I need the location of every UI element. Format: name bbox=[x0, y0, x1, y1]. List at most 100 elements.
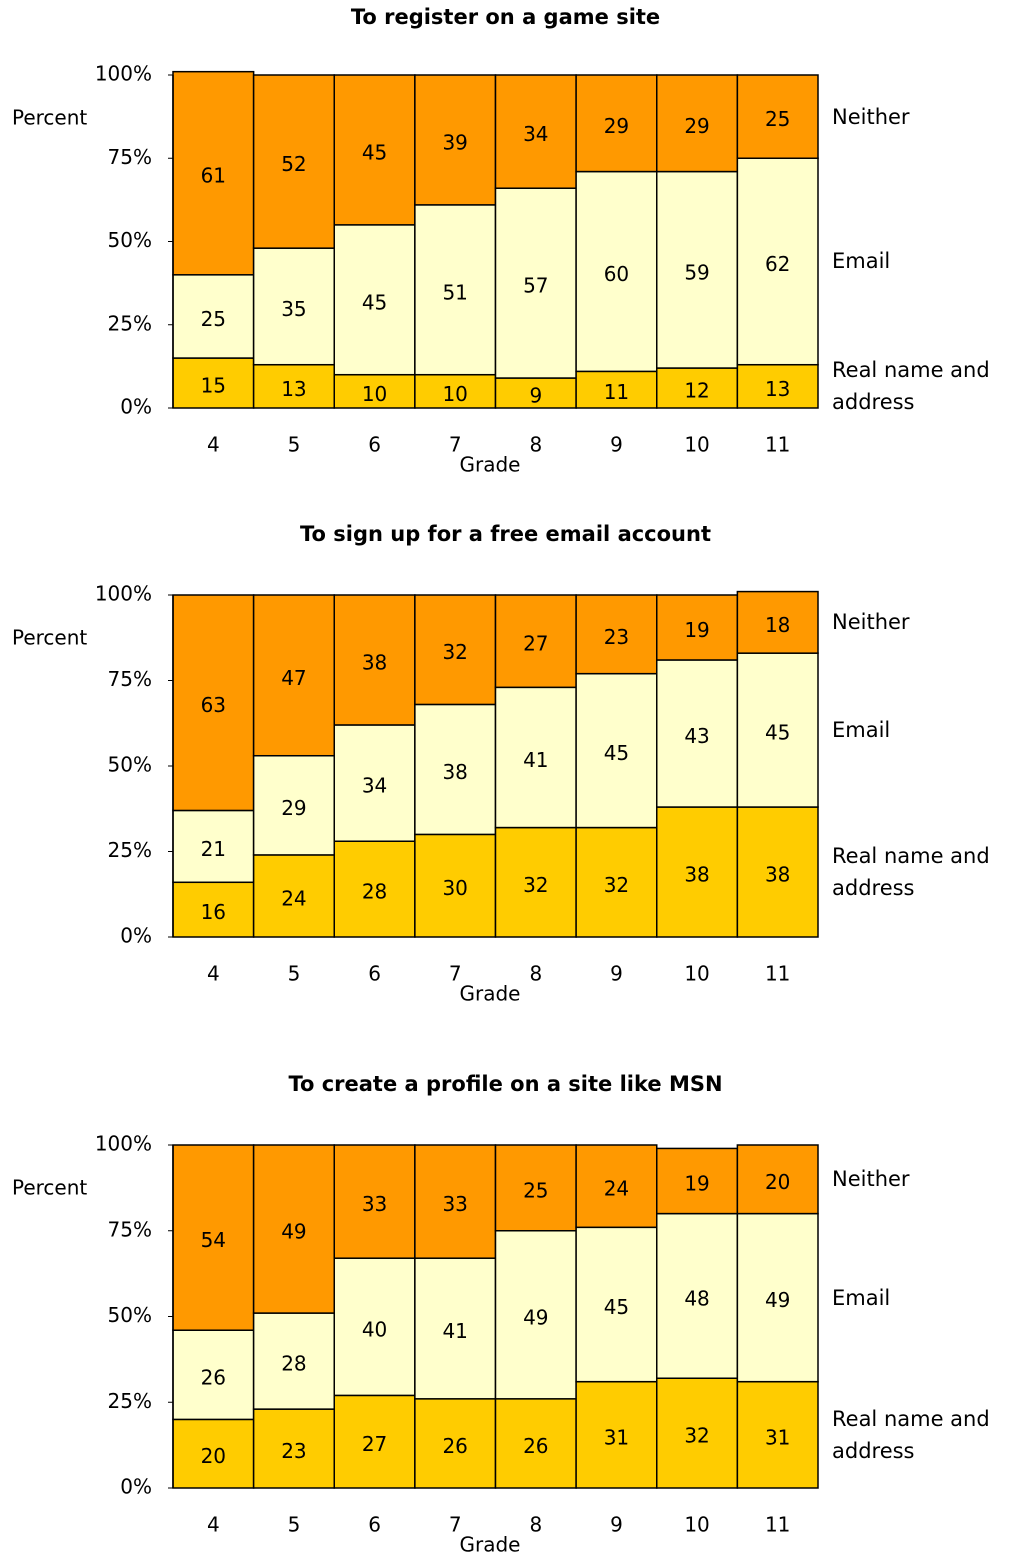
data-label: 45 bbox=[362, 140, 387, 164]
y-tick-label: 100% bbox=[95, 582, 152, 606]
legend-label: Neither bbox=[832, 610, 910, 635]
x-axis-label: Grade bbox=[460, 1533, 521, 1556]
data-label: 47 bbox=[281, 666, 306, 690]
chart-title: To sign up for a free email account bbox=[300, 522, 711, 546]
x-tick-label: 9 bbox=[610, 433, 623, 457]
bar-segment bbox=[414, 204, 497, 376]
bar-segment bbox=[414, 1398, 497, 1489]
data-label: 26 bbox=[523, 1434, 548, 1458]
y-tick-label: 25% bbox=[108, 311, 152, 335]
bar-segment bbox=[252, 1144, 335, 1314]
y-tick-label: 0% bbox=[120, 395, 152, 419]
y-tick-label: 0% bbox=[120, 1475, 152, 1499]
bar-segment bbox=[575, 370, 658, 409]
data-label: 13 bbox=[765, 377, 790, 401]
data-label: 27 bbox=[523, 632, 548, 656]
x-tick-label: 8 bbox=[529, 433, 542, 457]
bar-segment bbox=[575, 1380, 658, 1489]
data-label: 19 bbox=[684, 618, 709, 642]
bar-segment bbox=[736, 806, 819, 938]
data-label: 21 bbox=[201, 837, 226, 861]
data-label: 25 bbox=[523, 1178, 548, 1202]
data-label: 12 bbox=[684, 379, 709, 403]
bar-segment bbox=[414, 594, 497, 706]
bar-segment bbox=[414, 1144, 497, 1259]
data-label: 23 bbox=[604, 625, 629, 649]
x-tick-label: 6 bbox=[368, 962, 381, 986]
legend-label: Email bbox=[832, 249, 891, 274]
data-label: 38 bbox=[684, 863, 709, 887]
data-label: 45 bbox=[604, 741, 629, 765]
legend-label: Email bbox=[832, 718, 891, 743]
data-label: 13 bbox=[281, 377, 306, 401]
data-label: 10 bbox=[362, 382, 387, 406]
data-label: 57 bbox=[523, 274, 548, 298]
x-tick-label: 7 bbox=[449, 962, 462, 986]
data-label: 11 bbox=[604, 380, 629, 404]
y-tick-label: 50% bbox=[108, 753, 152, 777]
y-axis-label: Percent bbox=[12, 106, 87, 130]
y-tick-label: 50% bbox=[108, 228, 152, 252]
y-tick-label: 75% bbox=[108, 1217, 152, 1241]
data-label: 45 bbox=[362, 290, 387, 314]
bar-segment bbox=[575, 826, 658, 938]
bar-segment bbox=[172, 881, 255, 938]
bar-segment bbox=[252, 1408, 335, 1489]
data-label: 61 bbox=[201, 164, 226, 188]
y-tick-label: 50% bbox=[108, 1303, 152, 1327]
bar-segment bbox=[656, 367, 739, 409]
data-label: 23 bbox=[281, 1439, 306, 1463]
bar-segment bbox=[252, 594, 335, 757]
data-label: 59 bbox=[684, 260, 709, 284]
legend-label: Neither bbox=[832, 104, 910, 129]
data-label: 32 bbox=[442, 640, 467, 664]
bar-segment bbox=[656, 659, 739, 808]
y-axis-label: Percent bbox=[12, 626, 87, 650]
bar-segment bbox=[656, 1212, 739, 1379]
data-label: 32 bbox=[523, 873, 548, 897]
data-label: 25 bbox=[765, 107, 790, 131]
bar-segment bbox=[414, 703, 497, 836]
bar-segment bbox=[333, 1144, 416, 1259]
bar-segment bbox=[736, 363, 819, 409]
bar-segment bbox=[414, 833, 497, 938]
x-tick-label: 11 bbox=[765, 433, 790, 457]
data-label: 32 bbox=[684, 1424, 709, 1448]
bar-segment bbox=[575, 1144, 658, 1229]
x-tick-label: 9 bbox=[610, 962, 623, 986]
data-label: 51 bbox=[442, 280, 467, 304]
data-label: 30 bbox=[442, 876, 467, 900]
bar-segment bbox=[736, 1212, 819, 1383]
data-label: 34 bbox=[523, 122, 548, 146]
bar-segment bbox=[172, 70, 255, 276]
data-label: 29 bbox=[684, 114, 709, 138]
data-label: 38 bbox=[362, 650, 387, 674]
bar-segment bbox=[333, 724, 416, 842]
data-label: 26 bbox=[442, 1434, 467, 1458]
data-label: 24 bbox=[604, 1177, 629, 1201]
x-tick-label: 10 bbox=[684, 1513, 709, 1537]
bar-segment bbox=[172, 357, 255, 409]
y-tick-label: 25% bbox=[108, 1389, 152, 1413]
data-label: 49 bbox=[281, 1220, 306, 1244]
bar-segment bbox=[252, 754, 335, 856]
data-label: 40 bbox=[362, 1317, 387, 1341]
bar-segment bbox=[656, 74, 739, 173]
bar-segment bbox=[736, 1144, 819, 1215]
legend-label: Real name and address bbox=[832, 844, 990, 901]
data-label: 10 bbox=[442, 382, 467, 406]
data-label: 33 bbox=[362, 1192, 387, 1216]
data-label: 34 bbox=[362, 774, 387, 798]
x-tick-label: 9 bbox=[610, 1513, 623, 1537]
x-tick-label: 8 bbox=[529, 1513, 542, 1537]
data-label: 27 bbox=[362, 1432, 387, 1456]
data-label: 15 bbox=[201, 374, 226, 398]
data-label: 16 bbox=[201, 900, 226, 924]
x-tick-label: 5 bbox=[288, 433, 301, 457]
bar-segment bbox=[736, 74, 819, 159]
data-label: 49 bbox=[765, 1288, 790, 1312]
data-label: 49 bbox=[523, 1305, 548, 1329]
x-tick-label: 4 bbox=[207, 962, 220, 986]
